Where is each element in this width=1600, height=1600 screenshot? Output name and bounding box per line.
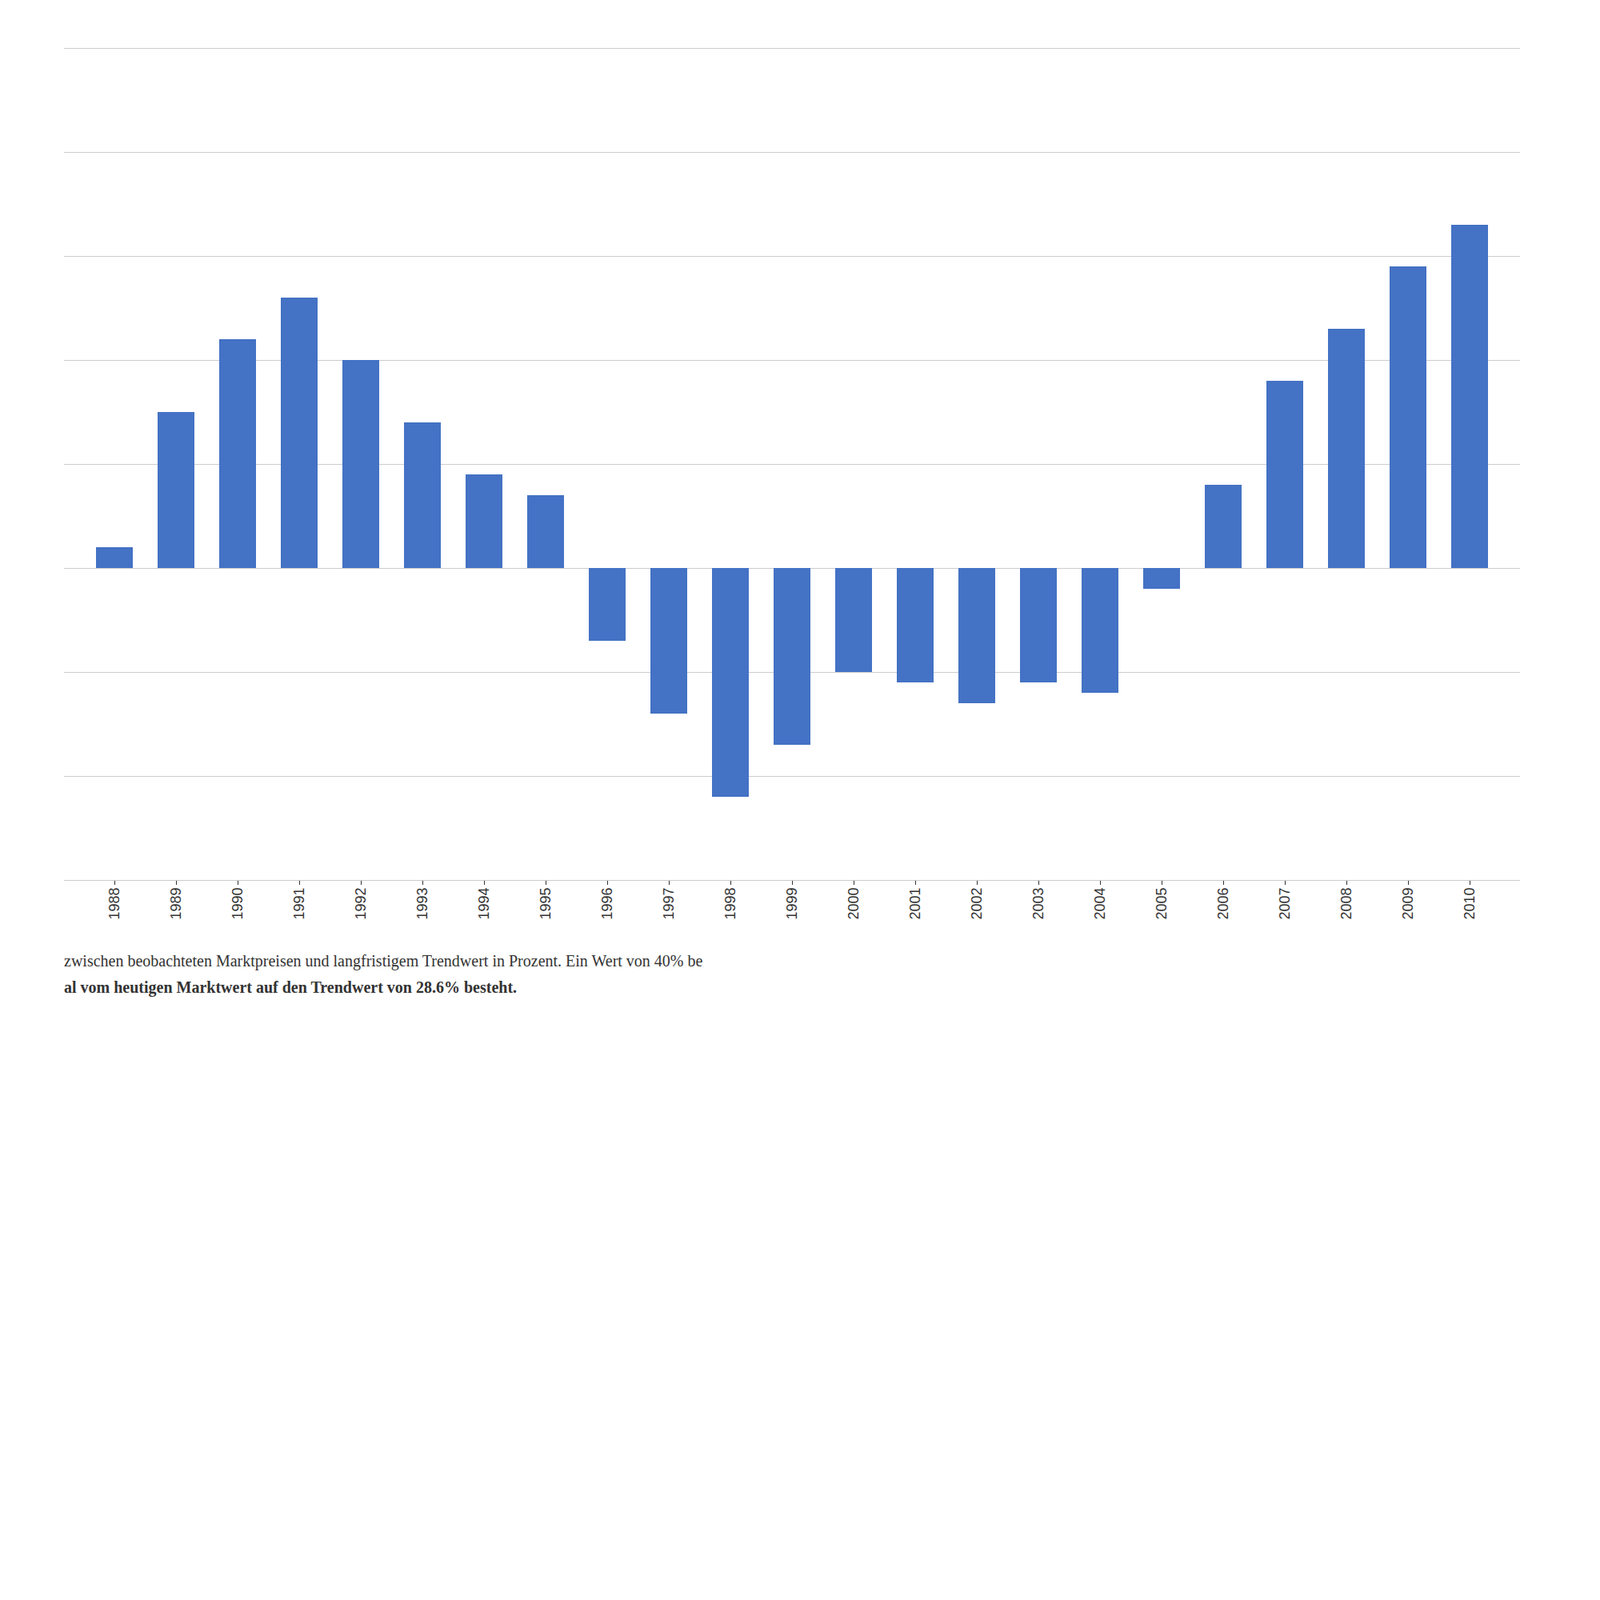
html-text:zwischen beobachteten Marktpre: zwischen beobachteten Marktpreisen und l… (64, 952, 703, 970)
svg-text:2006: 2006 (1215, 888, 1232, 920)
svg-text:1996: 1996 (599, 888, 616, 920)
svg-text:1997: 1997 (660, 888, 677, 920)
svg-text:1992: 1992 (352, 888, 369, 920)
svg-text:1995: 1995 (537, 888, 554, 920)
svg-text:1991: 1991 (291, 888, 308, 920)
svg-text:1999: 1999 (784, 888, 800, 920)
svg-text:1994: 1994 (476, 888, 492, 920)
svg-text:2010: 2010 (1461, 888, 1478, 920)
svg-text:2003: 2003 (1030, 888, 1047, 920)
svg-text:2000: 2000 (845, 888, 862, 920)
svg-text:1998: 1998 (722, 888, 739, 920)
svg-text:1988: 1988 (106, 888, 123, 920)
svg-text:2005: 2005 (1153, 888, 1170, 920)
svg-text:2007: 2007 (1276, 888, 1293, 920)
svg-text:1989: 1989 (168, 888, 184, 920)
html-text:al vom heutigen Marktwert auf: al vom heutigen Marktwert auf den Trendw… (64, 978, 517, 996)
svg-text:1993: 1993 (414, 888, 431, 920)
svg-text:2008: 2008 (1338, 888, 1355, 920)
svg-text:2001: 2001 (907, 888, 924, 920)
svg-text:1990: 1990 (229, 888, 246, 920)
svg-text:2004: 2004 (1092, 888, 1108, 920)
svg-text:2002: 2002 (968, 888, 985, 920)
svg-text:2009: 2009 (1400, 888, 1416, 920)
